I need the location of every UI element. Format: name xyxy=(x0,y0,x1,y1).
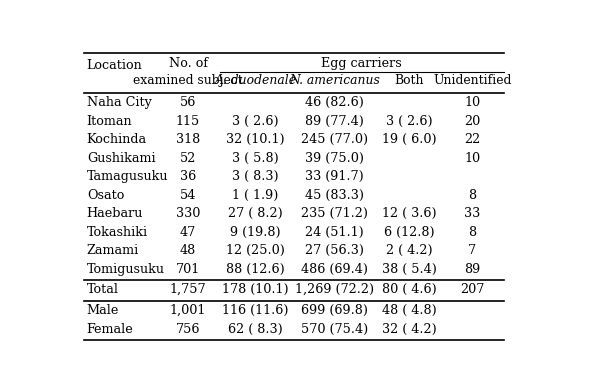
Text: 1 ( 1.9): 1 ( 1.9) xyxy=(233,189,279,202)
Text: Tamagusuku: Tamagusuku xyxy=(87,170,168,183)
Text: 115: 115 xyxy=(176,115,200,128)
Text: 330: 330 xyxy=(176,207,200,220)
Text: 701: 701 xyxy=(176,263,200,275)
Text: 56: 56 xyxy=(180,96,197,109)
Text: 27 (56.3): 27 (56.3) xyxy=(305,244,364,257)
Text: 54: 54 xyxy=(180,189,197,202)
Text: 6 (12.8): 6 (12.8) xyxy=(384,226,435,239)
Text: 8: 8 xyxy=(468,189,476,202)
Text: 32 ( 4.2): 32 ( 4.2) xyxy=(382,323,437,336)
Text: 45 (83.3): 45 (83.3) xyxy=(305,189,364,202)
Text: 3 ( 2.6): 3 ( 2.6) xyxy=(386,115,433,128)
Text: 19 ( 6.0): 19 ( 6.0) xyxy=(382,133,437,146)
Text: 3 ( 2.6): 3 ( 2.6) xyxy=(233,115,279,128)
Text: 36: 36 xyxy=(180,170,196,183)
Text: 27 ( 8.2): 27 ( 8.2) xyxy=(228,207,283,220)
Text: Total: Total xyxy=(87,283,119,296)
Text: 116 (11.6): 116 (11.6) xyxy=(222,304,289,317)
Text: Unidentified: Unidentified xyxy=(433,74,511,88)
Text: 1,269 (72.2): 1,269 (72.2) xyxy=(295,283,374,296)
Text: 38 ( 5.4): 38 ( 5.4) xyxy=(382,263,437,275)
Text: 52: 52 xyxy=(180,152,197,165)
Text: 10: 10 xyxy=(464,152,480,165)
Text: 10: 10 xyxy=(464,96,480,109)
Text: 8: 8 xyxy=(468,226,476,239)
Text: Itoman: Itoman xyxy=(87,115,132,128)
Text: 48 ( 4.8): 48 ( 4.8) xyxy=(382,304,437,317)
Text: 47: 47 xyxy=(180,226,196,239)
Text: 570 (75.4): 570 (75.4) xyxy=(301,323,368,336)
Text: 89 (77.4): 89 (77.4) xyxy=(305,115,364,128)
Text: 89: 89 xyxy=(464,263,480,275)
Text: 3 ( 5.8): 3 ( 5.8) xyxy=(232,152,279,165)
Text: 48: 48 xyxy=(180,244,196,257)
Text: 46 (82.6): 46 (82.6) xyxy=(305,96,364,109)
Text: Egg carriers: Egg carriers xyxy=(321,58,402,70)
Text: 24 (51.1): 24 (51.1) xyxy=(305,226,364,239)
Text: examined subject: examined subject xyxy=(133,74,243,88)
Text: 80 ( 4.6): 80 ( 4.6) xyxy=(382,283,437,296)
Text: Naha City: Naha City xyxy=(87,96,151,109)
Text: 12 ( 3.6): 12 ( 3.6) xyxy=(382,207,437,220)
Text: 33: 33 xyxy=(464,207,480,220)
Text: Osato: Osato xyxy=(87,189,124,202)
Text: 235 (71.2): 235 (71.2) xyxy=(301,207,368,220)
Text: 33 (91.7): 33 (91.7) xyxy=(305,170,364,183)
Text: 1,001: 1,001 xyxy=(170,304,206,317)
Text: 1,757: 1,757 xyxy=(169,283,206,296)
Text: 756: 756 xyxy=(176,323,200,336)
Text: 245 (77.0): 245 (77.0) xyxy=(301,133,368,146)
Text: 22: 22 xyxy=(464,133,480,146)
Text: 318: 318 xyxy=(176,133,200,146)
Text: Tokashiki: Tokashiki xyxy=(87,226,148,239)
Text: 486 (69.4): 486 (69.4) xyxy=(301,263,368,275)
Text: Location: Location xyxy=(87,59,142,72)
Text: 32 (10.1): 32 (10.1) xyxy=(227,133,285,146)
Text: Gushikami: Gushikami xyxy=(87,152,156,165)
Text: Haebaru: Haebaru xyxy=(87,207,143,220)
Text: Both: Both xyxy=(395,74,424,88)
Text: 3 ( 8.3): 3 ( 8.3) xyxy=(233,170,279,183)
Text: No. of: No. of xyxy=(168,58,207,70)
Text: Zamami: Zamami xyxy=(87,244,139,257)
Text: N. americanus: N. americanus xyxy=(289,74,380,88)
Text: 2 ( 4.2): 2 ( 4.2) xyxy=(386,244,433,257)
Text: 207: 207 xyxy=(460,283,484,296)
Text: 699 (69.8): 699 (69.8) xyxy=(301,304,368,317)
Text: Female: Female xyxy=(87,323,133,336)
Text: 39 (75.0): 39 (75.0) xyxy=(305,152,364,165)
Text: 12 (25.0): 12 (25.0) xyxy=(226,244,285,257)
Text: Tomigusuku: Tomigusuku xyxy=(87,263,165,275)
Text: 178 (10.1): 178 (10.1) xyxy=(222,283,289,296)
Text: 20: 20 xyxy=(464,115,480,128)
Text: Male: Male xyxy=(87,304,119,317)
Text: 62 ( 8.3): 62 ( 8.3) xyxy=(228,323,283,336)
Text: Kochinda: Kochinda xyxy=(87,133,147,146)
Text: 7: 7 xyxy=(468,244,476,257)
Text: 88 (12.6): 88 (12.6) xyxy=(226,263,285,275)
Text: 9 (19.8): 9 (19.8) xyxy=(230,226,281,239)
Text: A. duodenale: A. duodenale xyxy=(215,74,297,88)
